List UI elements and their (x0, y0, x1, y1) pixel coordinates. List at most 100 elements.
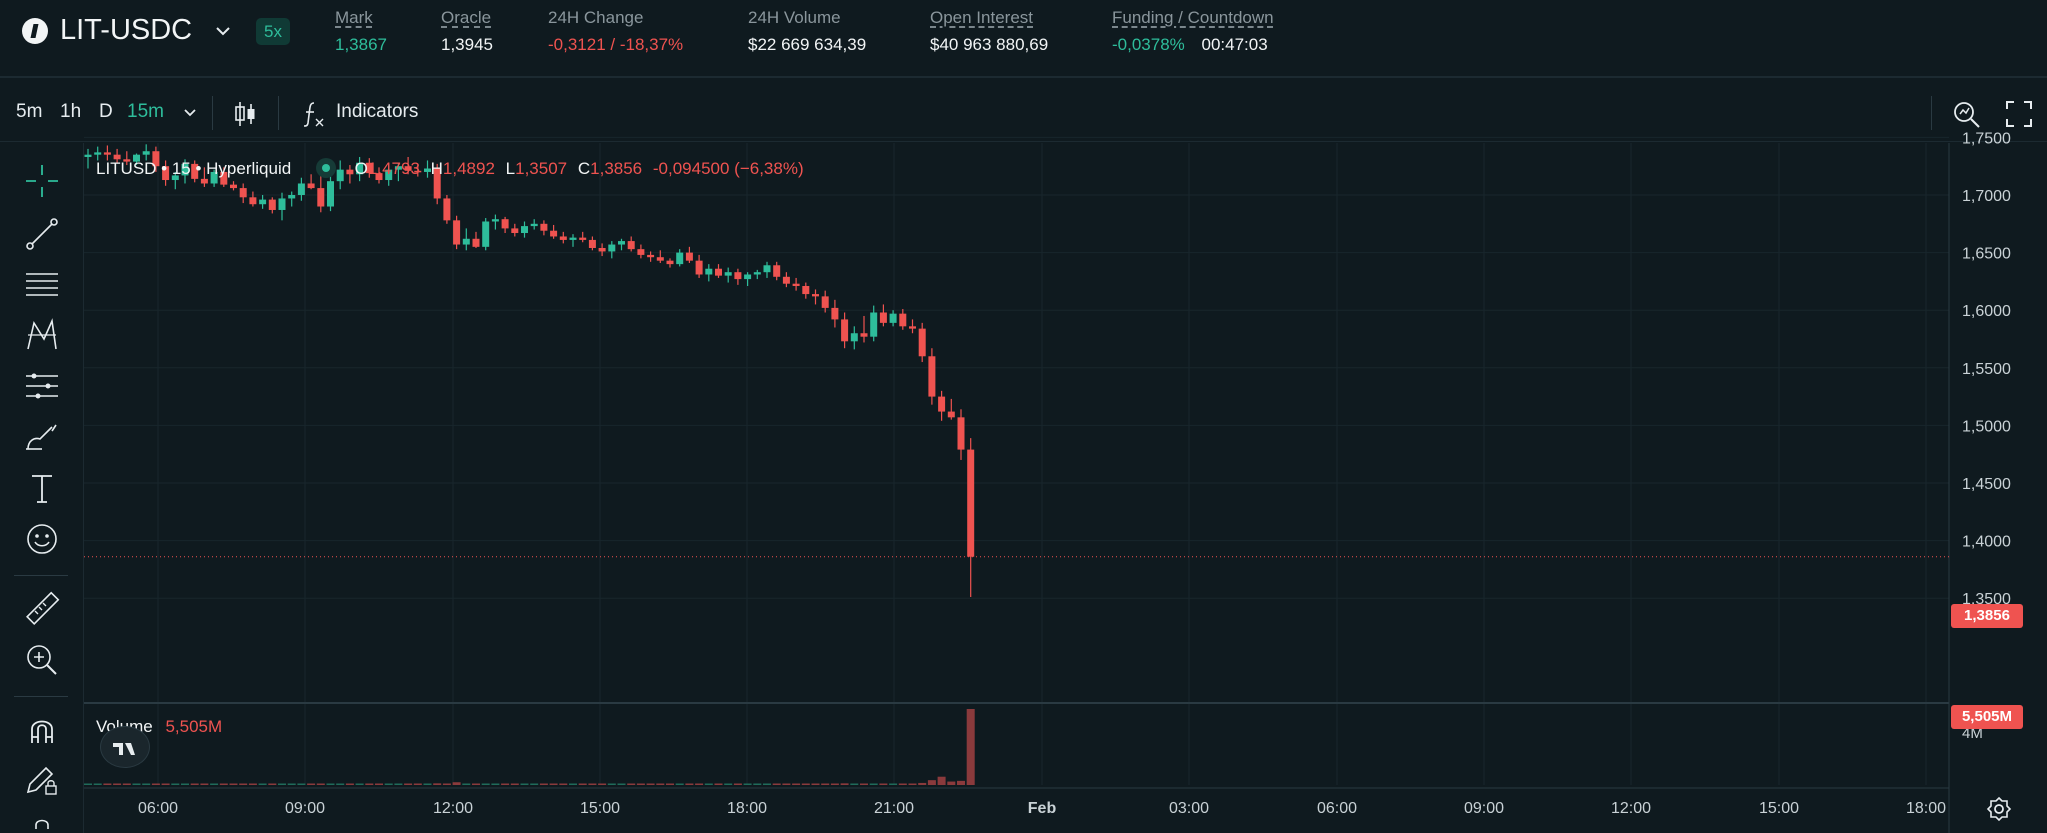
volume-bar (287, 783, 296, 785)
stat-label: 24H Volume (748, 8, 841, 27)
stat-oracle: Oracle 1,3945 (441, 8, 493, 55)
candle-body (220, 171, 228, 185)
forecast-icon[interactable] (22, 366, 62, 406)
search-compare-icon[interactable] (1951, 99, 1983, 131)
volume-bar (404, 783, 413, 785)
volume-bar (636, 783, 645, 785)
candle-body (414, 170, 422, 173)
fib-icon[interactable] (22, 264, 62, 304)
leverage-badge[interactable]: 5x (256, 18, 290, 45)
candle-body (84, 154, 92, 157)
magnet-icon[interactable] (22, 711, 62, 751)
candle-body (162, 166, 170, 181)
volume-bar (93, 783, 102, 785)
indicators-icon[interactable] (300, 99, 328, 129)
volume-bar (704, 783, 713, 785)
tradingview-logo[interactable] (100, 726, 150, 768)
volume-bar (966, 709, 975, 785)
volume-bar (491, 783, 500, 785)
candle-body (685, 252, 693, 261)
volume-bar (190, 783, 199, 785)
volume-bar (481, 783, 490, 785)
crosshair-icon[interactable] (22, 161, 62, 201)
volume-bar (210, 783, 219, 785)
low-value: 1,3507 (515, 159, 568, 178)
candle-body (103, 152, 111, 155)
volume-tick-label: 4M (1962, 725, 1983, 742)
stat-label: Open Interest (930, 8, 1034, 27)
volume-bar (122, 783, 131, 785)
lock-icon[interactable] (22, 813, 62, 833)
x-tick-label: 12:00 (433, 800, 473, 817)
drawing-toolbar (0, 143, 84, 833)
timeframe-d[interactable]: D (99, 101, 113, 122)
volume-bar (869, 783, 878, 785)
x-tick-label: 06:00 (138, 800, 178, 817)
stat-value: $40 963 880,69 (930, 35, 1049, 54)
volume-bar (549, 783, 558, 785)
candle-body (249, 197, 257, 205)
candle-body (171, 175, 179, 181)
volume-bar (239, 783, 248, 785)
indicators-button[interactable]: Indicators (336, 101, 419, 122)
candle-body (230, 184, 237, 189)
zoom-icon[interactable] (22, 640, 62, 680)
x-tick-label: 09:00 (285, 800, 325, 817)
volume-bar (617, 783, 626, 785)
candle-body (540, 223, 548, 231)
ruler-icon[interactable] (22, 589, 62, 629)
pair-selector[interactable]: LIT-USDC (60, 14, 193, 46)
candle-body (482, 221, 490, 247)
candle-body (191, 163, 199, 179)
volume-bar (365, 783, 374, 785)
toolbar-divider (1931, 96, 1932, 130)
y-tick-label: 1,5500 (1962, 361, 2011, 378)
pattern-icon[interactable] (22, 315, 62, 355)
volume-bar (151, 783, 160, 785)
candle-body (821, 296, 829, 308)
candle-body (123, 159, 131, 162)
candle-body (375, 173, 383, 181)
emoji-icon[interactable] (22, 519, 62, 559)
timeframe-5m[interactable]: 5m (16, 101, 43, 122)
candle-body (618, 241, 625, 245)
volume-bar (850, 783, 859, 785)
candle-body (521, 226, 528, 234)
lock-draw-icon[interactable] (22, 760, 62, 800)
candle-body (327, 181, 334, 207)
candle-body (918, 328, 926, 357)
candle-body (879, 312, 887, 323)
candle-body (462, 238, 470, 245)
candle-style-icon[interactable] (232, 99, 258, 129)
candle-body (656, 257, 664, 261)
fullscreen-icon[interactable] (2005, 100, 2033, 128)
x-tick-label: 12:00 (1611, 800, 1651, 817)
stat-funding: Funding / Countdown -0,0378% 00:47:03 (1112, 8, 1274, 55)
chevron-down-icon[interactable] (182, 106, 198, 120)
trendline-icon[interactable] (22, 214, 62, 254)
volume-bar (326, 783, 335, 785)
candle-body (365, 162, 373, 174)
volume-bar (578, 783, 587, 785)
candle-body (200, 178, 208, 184)
chevron-down-icon[interactable] (214, 22, 232, 40)
x-tick-label: 21:00 (874, 800, 914, 817)
candle-body (424, 168, 431, 172)
x-tick-label: 15:00 (1759, 800, 1799, 817)
funding-countdown: 00:47:03 (1201, 35, 1268, 54)
gear-icon[interactable] (1985, 795, 2013, 823)
x-tick-label: Feb (1028, 800, 1057, 817)
volume-bar (927, 780, 936, 785)
timeframe-1h[interactable]: 1h (60, 101, 82, 122)
candle-body (142, 151, 150, 155)
text-icon[interactable] (22, 468, 62, 508)
close-label: C (577, 159, 591, 178)
y-tick-label: 1,7500 (1962, 130, 2011, 147)
change-value: -0,094500 (−6,38%) (652, 159, 804, 178)
volume-bar (278, 783, 286, 785)
brush-icon[interactable] (22, 417, 62, 457)
timeframe-15m[interactable]: 15m (127, 101, 164, 122)
candle-body (433, 168, 441, 199)
stat-value: -0,3121 / -18,37% (548, 35, 684, 54)
